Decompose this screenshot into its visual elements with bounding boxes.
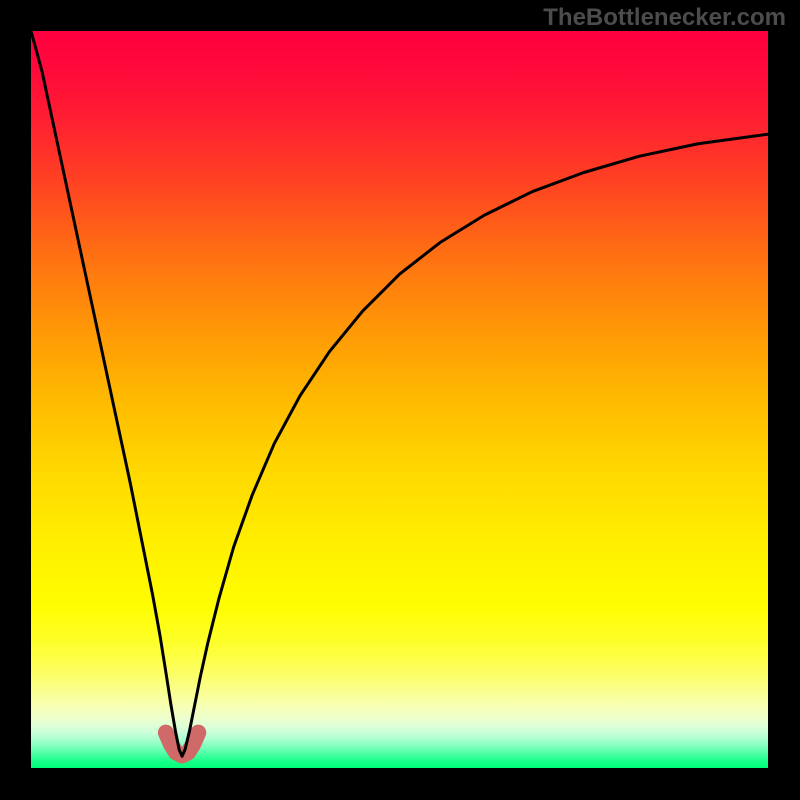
stage: TheBottlenecker.com [0,0,800,800]
chart-svg [31,31,768,768]
chart-frame [28,28,771,771]
chart-background [31,31,768,768]
